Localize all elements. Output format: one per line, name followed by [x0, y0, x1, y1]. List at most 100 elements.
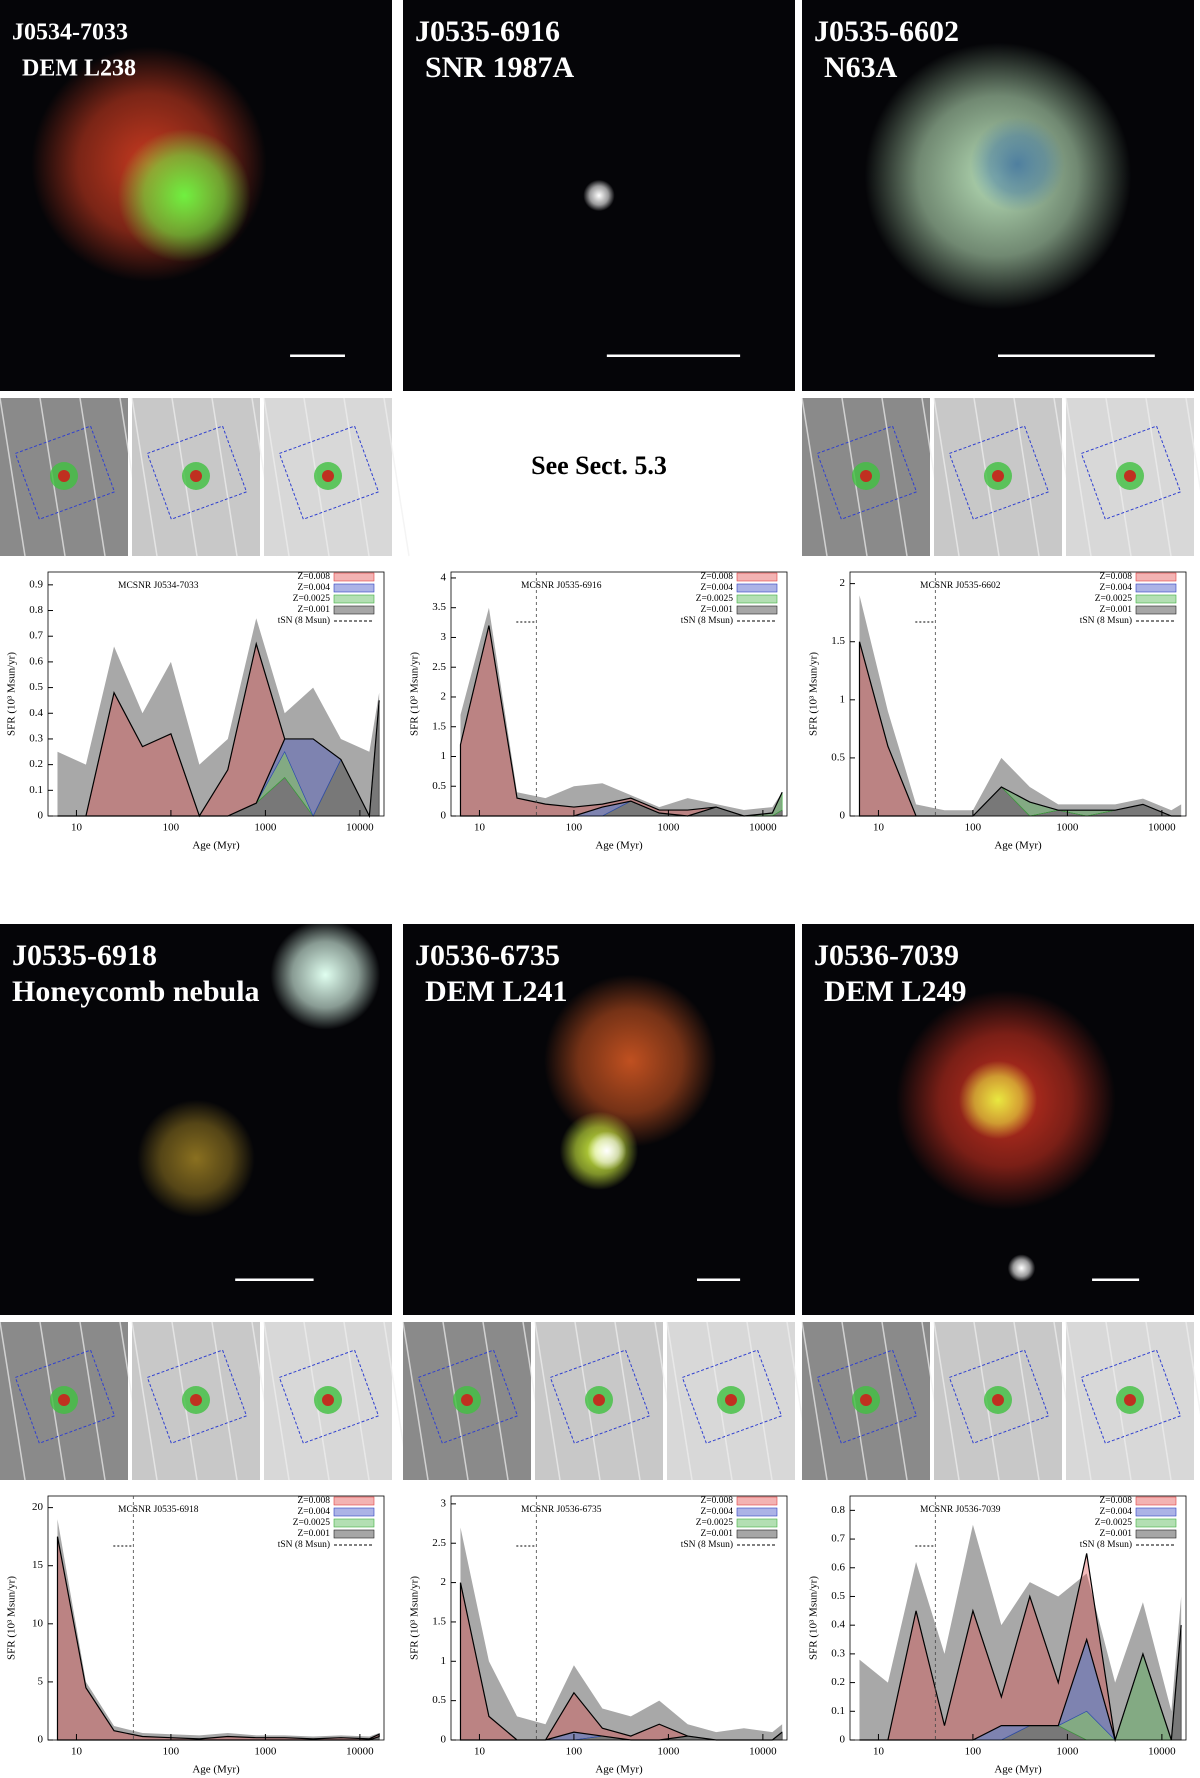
x-tick-label: 10: [873, 1746, 885, 1758]
thumb-stripe: [263, 1321, 290, 1481]
legend-label: Z=0.001: [700, 1529, 733, 1539]
thumb-core: [860, 470, 872, 482]
x-tick-label: 10000: [1148, 1746, 1176, 1758]
thumb-core: [860, 1394, 872, 1406]
error-band: [859, 595, 1182, 816]
legend-label: Z=0.001: [1099, 1529, 1132, 1539]
legend-label: Z=0.004: [700, 583, 733, 593]
y-tick-label: 5: [38, 1675, 44, 1687]
legend-swatch: [736, 605, 778, 615]
thumb-stripe: [666, 1321, 693, 1481]
legend-label: Z=0.008: [297, 1496, 330, 1506]
y-tick-label: 3: [441, 1497, 447, 1509]
y-tick-label: 0: [38, 810, 44, 822]
nebula: [117, 128, 251, 263]
y-tick-label: 0.3: [29, 732, 43, 744]
x-tick-label: 100: [965, 822, 982, 834]
y-tick-label: 0.5: [831, 751, 845, 763]
x-tick-label: 1000: [1056, 822, 1079, 834]
thumb-stripe: [383, 397, 410, 557]
legend-label: Z=0.004: [297, 583, 330, 593]
plot-frame: [849, 1495, 1187, 1741]
thumb-stripe: [79, 1321, 106, 1481]
y-tick-label: 0.5: [29, 681, 43, 693]
object-name: Honeycomb nebula: [12, 975, 260, 1008]
y-tick-label: 1: [441, 750, 447, 762]
y-tick-label: 0.5: [831, 1590, 845, 1602]
thumb-core: [322, 1394, 334, 1406]
thumb-stripe: [881, 397, 908, 557]
nebula: [544, 974, 717, 1148]
x-tick-label: 1000: [254, 1746, 277, 1758]
thumb-core: [1124, 1394, 1136, 1406]
y-tick-label: 0.9: [29, 578, 43, 590]
y-tick-label: 2: [441, 691, 447, 703]
thumb-core: [461, 1394, 473, 1406]
error-band: [460, 607, 783, 816]
y-tick-label: 0.7: [29, 630, 43, 642]
legend-swatch: [333, 1496, 375, 1506]
y-tick-label: 3: [441, 631, 447, 643]
thumb-stripe: [482, 1321, 509, 1481]
thumb-core: [593, 1394, 605, 1406]
y-tick-label: 0: [840, 810, 846, 822]
legend-label: Z=0.0025: [293, 1518, 331, 1528]
x-tick-label: 1000: [657, 822, 680, 834]
y-tick-label: 20: [32, 1501, 44, 1513]
y-tick-label: 0.1: [831, 1705, 845, 1717]
plot-frame: [450, 571, 788, 817]
object-name: SNR 1987A: [425, 51, 575, 84]
object-id: J0535-6916: [415, 15, 560, 48]
thumb-stripe: [1145, 1321, 1172, 1481]
thumb-stripe: [534, 1321, 561, 1481]
plot-frame: [47, 571, 385, 817]
y-tick-label: 0.3: [831, 1647, 845, 1659]
thumb-core: [992, 1394, 1004, 1406]
y-tick-label: 0.5: [432, 1694, 446, 1706]
x-tick-label: 100: [163, 1746, 180, 1758]
legend-label: tSN (8 Msun): [681, 1539, 733, 1550]
x-tick-label: 1000: [254, 822, 277, 834]
thumb-stripe: [79, 397, 106, 557]
thumb-stripe: [402, 1321, 429, 1481]
error-band: [57, 1519, 380, 1740]
object-name: N63A: [824, 51, 898, 84]
annotation: MCSNR J0536-7039: [920, 1505, 1001, 1515]
thumb-core: [190, 470, 202, 482]
thumb-stripe: [746, 1321, 773, 1481]
nebula: [958, 1060, 1038, 1140]
object-id: J0535-6918: [12, 939, 157, 972]
thumb-stripe: [343, 397, 370, 557]
legend-swatch: [1135, 1496, 1177, 1506]
x-tick-label: 10000: [749, 822, 777, 834]
object-name: DEM L238: [22, 56, 136, 82]
y-tick-label: 15: [32, 1559, 44, 1571]
x-tick-label: 100: [965, 1746, 982, 1758]
y-tick-label: 1: [840, 693, 846, 705]
plot-frame: [47, 1495, 385, 1741]
y-tick-label: 4: [441, 571, 447, 583]
thumb-stripe: [1145, 397, 1172, 557]
annotation: MCSNR J0536-6735: [521, 1505, 602, 1515]
y-tick-label: 2.5: [432, 1537, 446, 1549]
thumb-stripe: [1065, 1321, 1092, 1481]
legend-swatch: [736, 1518, 778, 1528]
x-axis-label: Age (Myr): [192, 840, 240, 852]
thumb-stripe: [1013, 397, 1040, 557]
y-tick-label: 0.6: [29, 655, 43, 667]
thumb-box: [948, 1349, 1050, 1444]
legend-label: tSN (8 Msun): [278, 1539, 330, 1550]
thumb-stripe: [801, 397, 828, 557]
nebula: [587, 1131, 627, 1171]
thumb-stripe: [1013, 1321, 1040, 1481]
thumb-stripe: [211, 1321, 238, 1481]
thumb-stripe: [131, 397, 158, 557]
x-tick-label: 1000: [1056, 1746, 1079, 1758]
nebula: [583, 179, 615, 212]
y-axis-label: SFR (10³ Msun/yr): [409, 652, 421, 736]
x-tick-label: 100: [163, 822, 180, 834]
legend-label: tSN (8 Msun): [278, 615, 330, 626]
x-tick-label: 10: [474, 822, 486, 834]
y-axis-label: SFR (10³ Msun/yr): [409, 1576, 421, 1660]
legend-swatch: [333, 1518, 375, 1528]
